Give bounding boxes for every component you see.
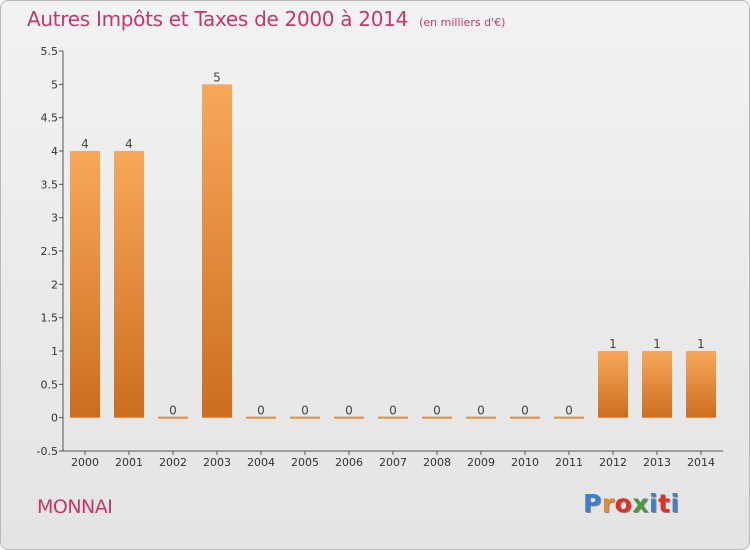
bar — [422, 416, 452, 419]
x-tick-label: 2010 — [511, 456, 539, 469]
x-tick-label: 2014 — [687, 456, 715, 469]
bar — [686, 351, 716, 418]
bar — [554, 416, 584, 419]
logo-letter: o — [614, 489, 633, 518]
y-tick-label: 1 — [51, 345, 58, 358]
y-tick-label: 2.5 — [41, 245, 59, 258]
bar-value-label: 0 — [565, 404, 573, 418]
x-tick-label: 2008 — [423, 456, 451, 469]
x-tick-label: 2002 — [159, 456, 187, 469]
chart-title-text: Autres Impôts et Taxes de 2000 à 2014 — [27, 7, 408, 31]
bar-value-label: 0 — [389, 404, 397, 418]
bar — [70, 151, 100, 418]
bar-value-label: 0 — [477, 404, 485, 418]
y-tick-label: -0.5 — [37, 445, 58, 458]
bar-value-label: 4 — [81, 137, 89, 151]
bar — [466, 416, 496, 419]
y-tick-label: 0 — [51, 412, 58, 425]
x-tick-label: 2005 — [291, 456, 319, 469]
bar — [378, 416, 408, 419]
proxiti-logo[interactable]: Proxiti — [583, 489, 680, 518]
logo-letter: t — [658, 489, 671, 518]
x-tick-label: 2007 — [379, 456, 407, 469]
bar-value-label: 0 — [301, 404, 309, 418]
logo-letter: r — [601, 489, 615, 518]
chart-title: Autres Impôts et Taxes de 2000 à 2014 (e… — [27, 7, 505, 31]
bar-value-label: 4 — [125, 137, 133, 151]
bar — [642, 351, 672, 418]
bar — [158, 416, 188, 419]
bar-value-label: 0 — [433, 404, 441, 418]
x-tick-label: 2006 — [335, 456, 363, 469]
bar — [598, 351, 628, 418]
x-tick-label: 2000 — [71, 456, 99, 469]
x-tick-label: 2003 — [203, 456, 231, 469]
bar-value-label: 0 — [169, 404, 177, 418]
x-tick-label: 2012 — [599, 456, 627, 469]
bar-value-label: 1 — [609, 337, 617, 351]
x-tick-label: 2009 — [467, 456, 495, 469]
y-tick-label: 2 — [51, 278, 58, 291]
y-tick-label: 4 — [51, 145, 58, 158]
y-tick-label: 0.5 — [41, 378, 59, 391]
logo-letter: i — [649, 489, 659, 518]
bar-value-label: 1 — [653, 337, 661, 351]
bar-value-label: 1 — [697, 337, 705, 351]
bar — [246, 416, 276, 419]
commune-name: MONNAI — [37, 496, 113, 518]
chart-unit-note: (en milliers d'€) — [419, 16, 506, 29]
x-tick-label: 2011 — [555, 456, 583, 469]
bar — [114, 151, 144, 418]
logo-letter: x — [632, 489, 649, 518]
y-tick-label: 3.5 — [41, 178, 59, 191]
logo-letter: P — [583, 489, 602, 518]
x-tick-label: 2013 — [643, 456, 671, 469]
bar — [290, 416, 320, 419]
y-tick-label: 5.5 — [41, 45, 59, 58]
y-tick-label: 5 — [51, 78, 58, 91]
bar-value-label: 0 — [257, 404, 265, 418]
logo-letter: i — [670, 489, 680, 518]
bar — [510, 416, 540, 419]
bar-value-label: 0 — [345, 404, 353, 418]
y-tick-label: 1.5 — [41, 312, 59, 325]
x-tick-label: 2004 — [247, 456, 275, 469]
bar — [202, 84, 232, 418]
y-tick-label: 3 — [51, 212, 58, 225]
bar-value-label: 5 — [213, 70, 221, 84]
x-tick-label: 2001 — [115, 456, 143, 469]
bar — [334, 416, 364, 419]
bar-value-label: 0 — [521, 404, 529, 418]
y-tick-label: 4.5 — [41, 112, 59, 125]
